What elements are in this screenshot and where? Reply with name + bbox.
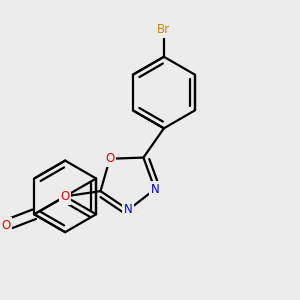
Text: N: N [151, 183, 159, 196]
Text: N: N [124, 203, 133, 216]
Text: O: O [105, 152, 114, 165]
Text: O: O [1, 219, 10, 232]
Text: Br: Br [158, 23, 170, 37]
Text: O: O [61, 190, 70, 203]
